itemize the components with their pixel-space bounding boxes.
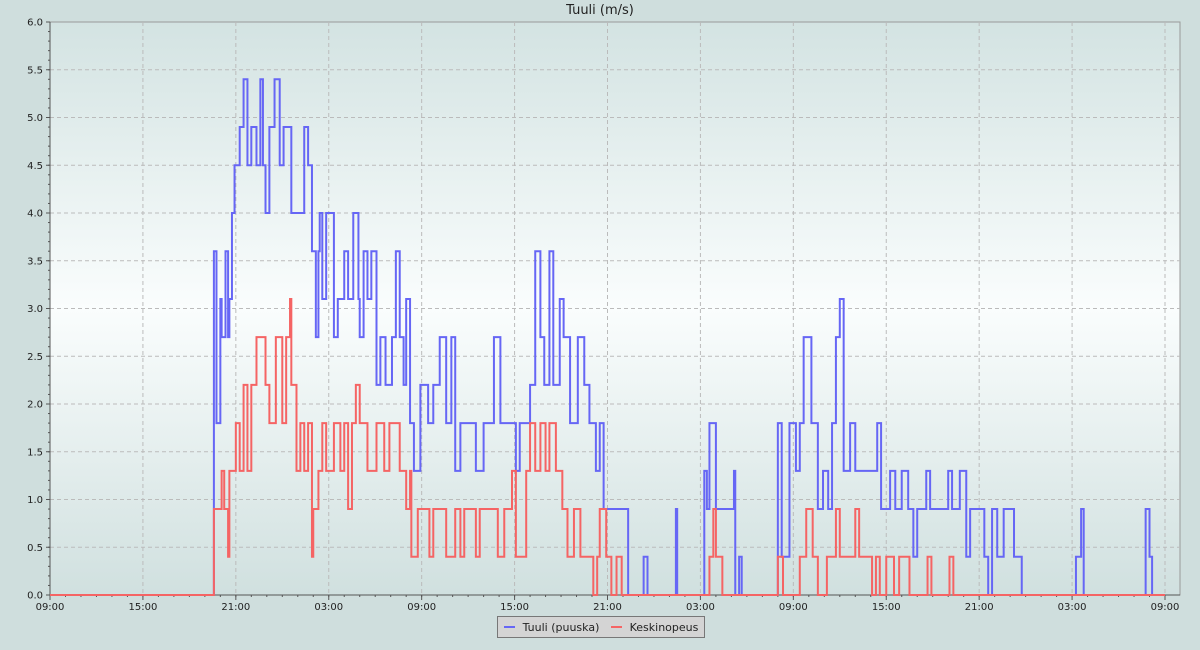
y-tick-label: 4.5	[27, 161, 43, 172]
y-tick-label: 2.5	[27, 352, 43, 363]
y-tick-label: 3.0	[27, 304, 43, 315]
legend-label-gust: Tuuli (puuska)	[522, 620, 600, 634]
y-tick-label: 5.0	[27, 113, 43, 124]
legend-swatch-gust	[503, 626, 515, 628]
x-tick-label: 21:00	[593, 602, 622, 613]
legend: Tuuli (puuska) Keskinopeus	[497, 616, 705, 638]
x-tick-label: 03:00	[686, 602, 715, 613]
y-tick-label: 6.0	[27, 18, 43, 29]
y-tick-label: 4.0	[27, 209, 43, 220]
y-tick-label: 5.5	[27, 65, 43, 76]
series-line-gust	[50, 78, 1165, 596]
y-tick-label: 1.0	[27, 495, 43, 506]
y-tick-label: 0.5	[27, 543, 43, 554]
x-tick-label: 15:00	[500, 602, 529, 613]
series-line-mean	[50, 297, 1165, 596]
x-tick-label: 03:00	[1058, 602, 1087, 613]
x-tick-label: 15:00	[872, 602, 901, 613]
y-tick-label: 2.0	[27, 400, 43, 411]
x-tick-label: 09:00	[407, 602, 436, 613]
legend-item-mean: Keskinopeus	[610, 620, 699, 634]
chart-title: Tuuli (m/s)	[566, 3, 634, 18]
x-tick-label: 03:00	[314, 602, 343, 613]
x-tick-label: 21:00	[965, 602, 994, 613]
legend-label-mean: Keskinopeus	[629, 620, 699, 634]
x-tick-label: 15:00	[129, 602, 158, 613]
y-tick-label: 1.5	[27, 447, 43, 458]
x-tick-label: 09:00	[1151, 602, 1180, 613]
x-tick-label: 09:00	[779, 602, 808, 613]
y-tick-label: 0.0	[27, 591, 43, 602]
y-tick-label: 3.5	[27, 256, 43, 267]
x-tick-label: 09:00	[36, 602, 65, 613]
legend-item-gust: Tuuli (puuska)	[503, 620, 600, 634]
legend-swatch-mean	[610, 626, 622, 628]
x-tick-label: 21:00	[221, 602, 250, 613]
